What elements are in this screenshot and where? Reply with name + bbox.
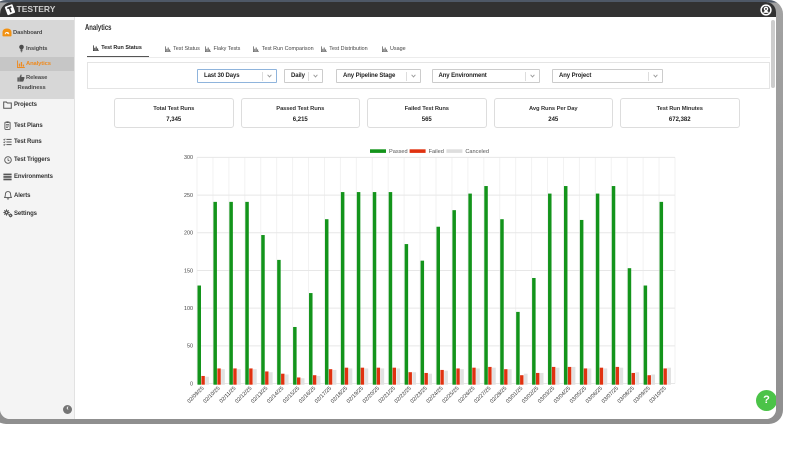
svg-text:02/10/25: 02/10/25 [202, 386, 221, 405]
svg-text:100: 100 [184, 306, 193, 312]
svg-text:50: 50 [187, 344, 193, 350]
svg-text:300: 300 [184, 155, 193, 161]
svg-text:250: 250 [184, 193, 193, 199]
svg-text:Failed: Failed [429, 149, 444, 155]
svg-text:150: 150 [184, 268, 193, 274]
svg-text:Canceled: Canceled [465, 149, 489, 155]
svg-text:200: 200 [184, 231, 193, 237]
svg-text:03/10/25: 03/10/25 [649, 386, 668, 405]
svg-text:Passed: Passed [389, 149, 408, 155]
svg-text:0: 0 [190, 381, 193, 387]
